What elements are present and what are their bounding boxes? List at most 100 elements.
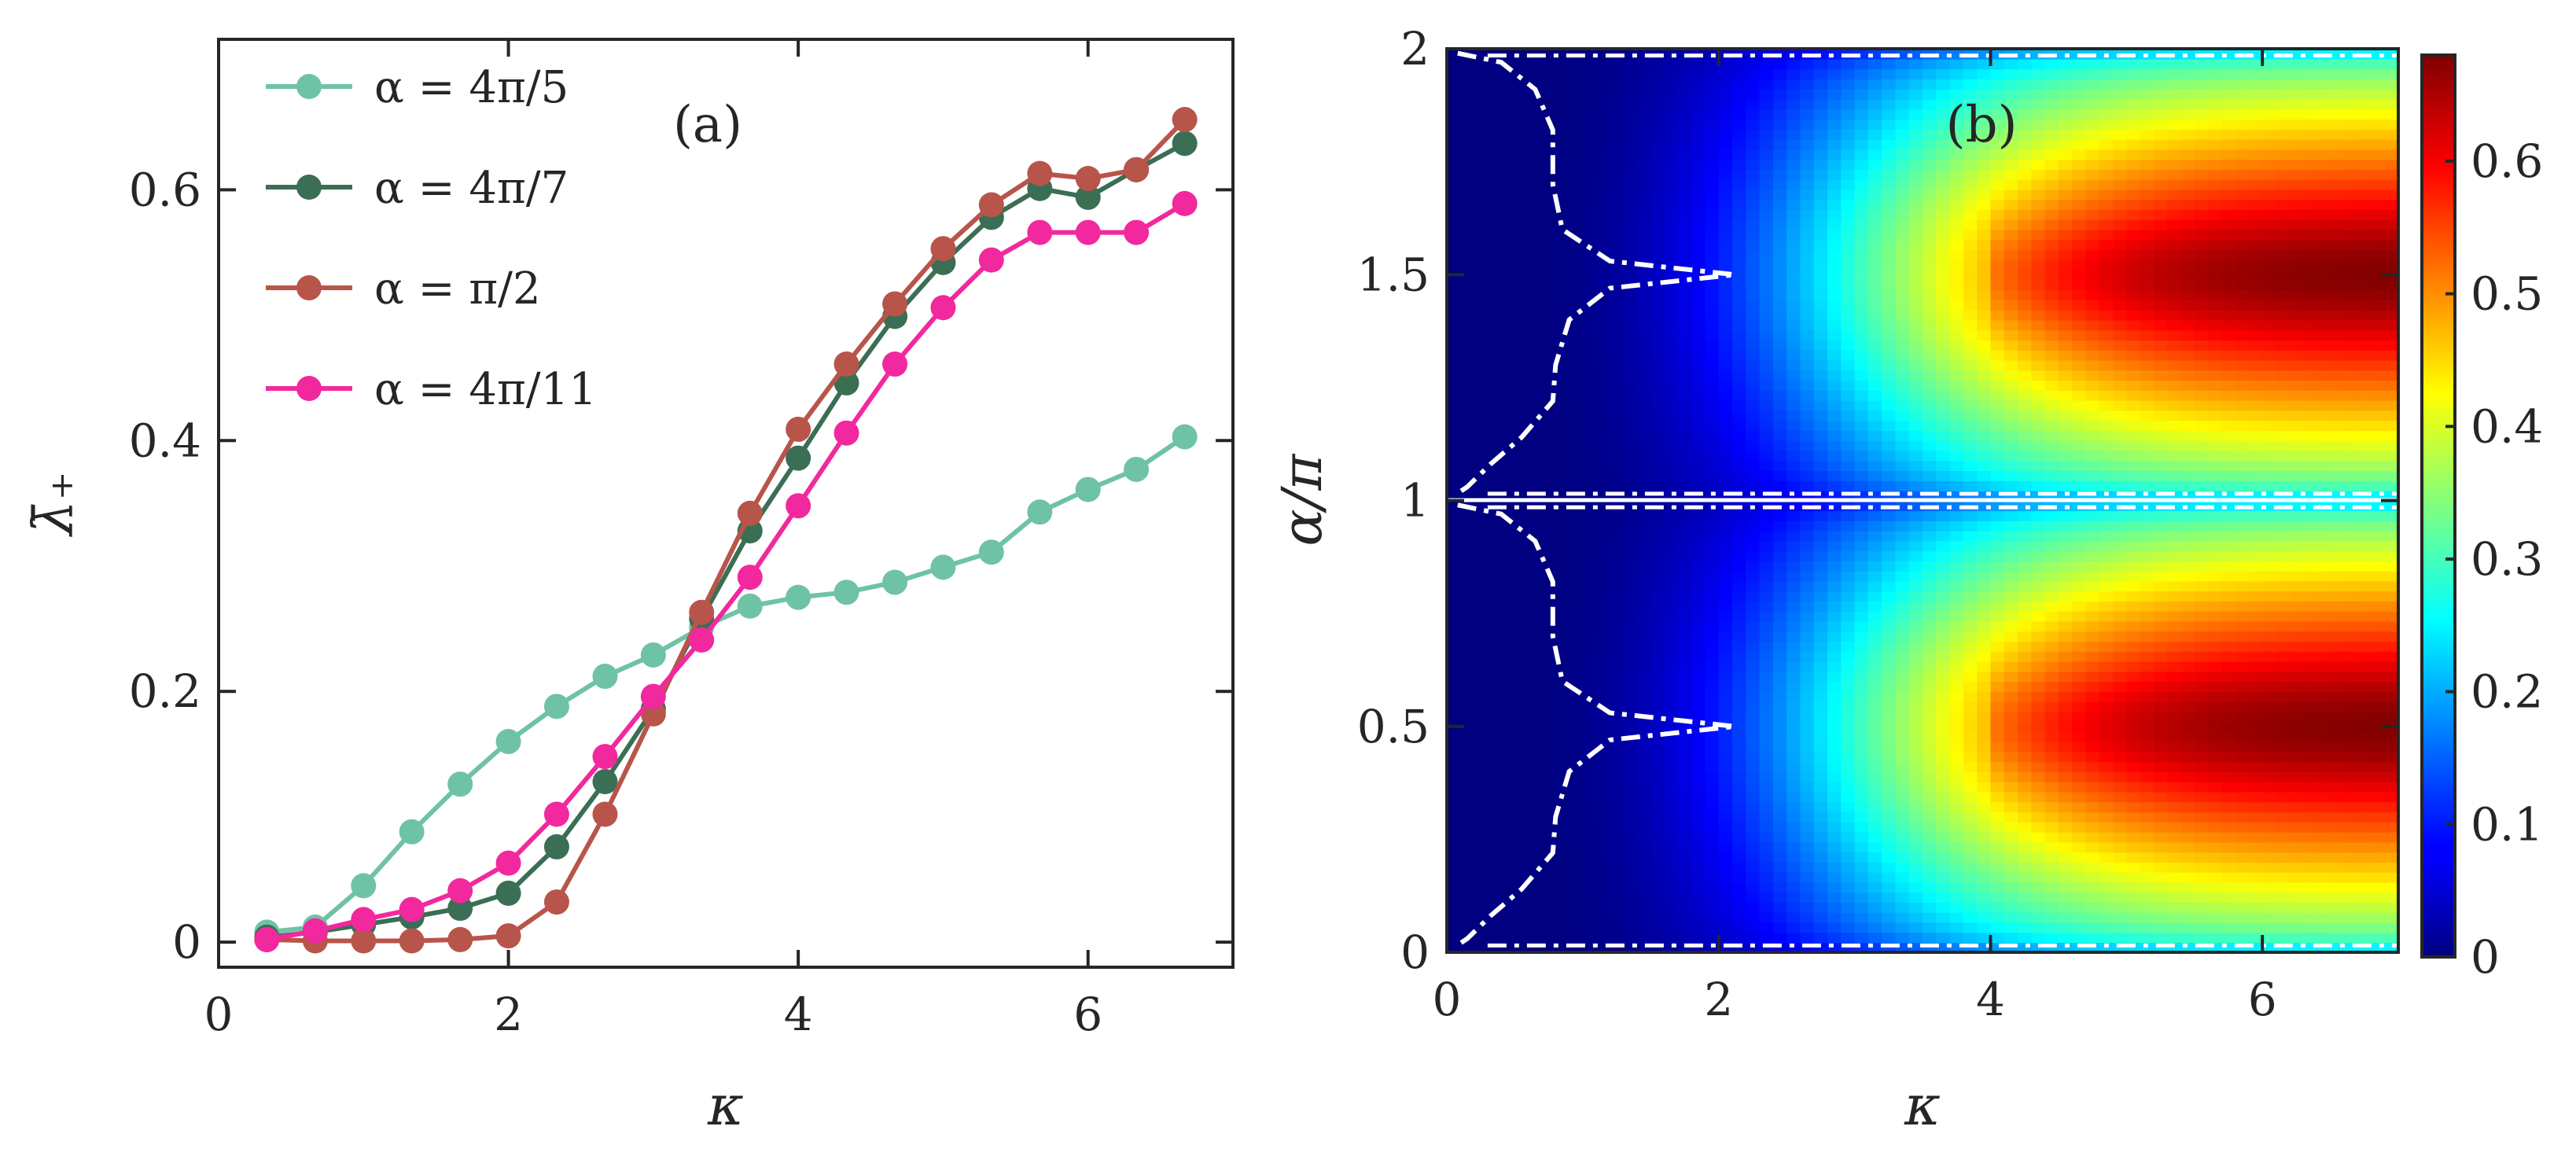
- heatmap-cell: [1705, 370, 1720, 381]
- heatmap-cell: [1923, 179, 1938, 190]
- heatmap-cell: [1841, 711, 1856, 723]
- heatmap-cell: [1542, 259, 1557, 271]
- heatmap-cell: [1677, 390, 1692, 401]
- heatmap-cell: [1460, 711, 1475, 723]
- heatmap-cell: [1882, 771, 1897, 782]
- heatmap-cell: [1664, 822, 1679, 833]
- heatmap-cell: [1705, 229, 1720, 241]
- heatmap-cell: [1827, 229, 1842, 241]
- heatmap-cell: [1528, 791, 1543, 803]
- heatmap-cell: [1474, 370, 1489, 381]
- heatmap-cell: [1447, 219, 1462, 230]
- heatmap-cell: [1882, 189, 1897, 201]
- heatmap-cell: [1882, 79, 1897, 90]
- heatmap-cell: [1949, 521, 1964, 532]
- heatmap-cell: [1460, 460, 1475, 471]
- heatmap-cell: [2058, 229, 2073, 241]
- heatmap-cell: [1718, 701, 1733, 712]
- heatmap-cell: [2072, 380, 2087, 391]
- heatmap-cell: [1990, 731, 2005, 742]
- heatmap-cell: [1474, 410, 1489, 421]
- heatmap-cell: [1908, 329, 1923, 341]
- heatmap-cell: [2058, 79, 2073, 90]
- heatmap-cell: [1732, 119, 1747, 130]
- heatmap-cell: [1514, 209, 1529, 220]
- heatmap-cell: [2072, 561, 2087, 572]
- heatmap-cell: [2099, 58, 2114, 70]
- heatmap-cell: [1514, 350, 1529, 361]
- heatmap-cell: [1895, 440, 1910, 451]
- heatmap-cell: [2085, 701, 2100, 712]
- heatmap-cell: [2153, 751, 2168, 763]
- data-point: [447, 878, 473, 904]
- heatmap-cell: [1596, 911, 1611, 923]
- heatmap-cell: [1882, 530, 1897, 542]
- heatmap-cell: [1637, 540, 1652, 552]
- heatmap-cell: [1691, 681, 1706, 692]
- heatmap-cell: [1582, 480, 1597, 491]
- heatmap-cell: [1705, 812, 1720, 823]
- heatmap-cell: [2153, 701, 2168, 712]
- heatmap-cell: [1990, 340, 2005, 351]
- heatmap-cell: [1514, 380, 1529, 391]
- heatmap-cell: [1487, 852, 1502, 863]
- heatmap-cell: [1787, 791, 1801, 803]
- heatmap-cell: [2085, 480, 2100, 491]
- heatmap-cell: [2018, 892, 2033, 903]
- heatmap-cell: [1895, 862, 1910, 873]
- heatmap-cell: [1868, 159, 1882, 170]
- heatmap-cell: [1732, 892, 1747, 903]
- heatmap-cell: [1623, 350, 1638, 361]
- heatmap-cell: [1787, 410, 1801, 421]
- heatmap-cell: [1610, 561, 1625, 572]
- heatmap-cell: [1813, 761, 1828, 772]
- heatmap-cell: [1569, 209, 1584, 220]
- heatmap-cell: [2004, 651, 2018, 662]
- heatmap-cell: [1854, 862, 1869, 873]
- heatmap-cell: [1514, 631, 1529, 642]
- heatmap-cell: [2072, 510, 2087, 521]
- heatmap-cell: [1447, 791, 1462, 803]
- heatmap-cell: [1977, 911, 1992, 923]
- heatmap-cell: [1664, 701, 1679, 712]
- heatmap-cell: [2004, 922, 2018, 933]
- data-point: [592, 769, 618, 794]
- heatmap-cell: [1705, 109, 1720, 120]
- heatmap-cell: [1908, 892, 1923, 903]
- heatmap-cell: [1759, 89, 1774, 100]
- heatmap-cell: [2126, 852, 2141, 863]
- heatmap-cell: [1610, 450, 1625, 462]
- heatmap-cell: [1528, 641, 1543, 652]
- heatmap-cell: [1718, 651, 1733, 662]
- heatmap-cell: [1582, 259, 1597, 271]
- heatmap-cell: [2099, 229, 2114, 241]
- heatmap-cell: [1936, 149, 1951, 160]
- heatmap-cell: [1555, 289, 1570, 300]
- heatmap-cell: [1569, 259, 1584, 271]
- heatmap-cell: [2140, 460, 2155, 471]
- heatmap-cell: [2153, 580, 2168, 592]
- heatmap-cell: [1787, 822, 1801, 833]
- heatmap-cell: [1637, 249, 1652, 260]
- heatmap-cell: [2167, 911, 2182, 923]
- heatmap-cell: [1787, 219, 1801, 230]
- heatmap-cell: [1514, 169, 1529, 180]
- heatmap-cell: [1908, 741, 1923, 753]
- heatmap-cell: [1528, 881, 1543, 893]
- heatmap-cell: [1650, 651, 1665, 662]
- heatmap-cell: [1637, 380, 1652, 391]
- heatmap-cell: [1718, 561, 1733, 572]
- heatmap-cell: [1596, 530, 1611, 542]
- heatmap-cell: [1718, 279, 1733, 291]
- heatmap-cell: [2113, 781, 2128, 793]
- heatmap-cell: [1895, 359, 1910, 371]
- heatmap-cell: [1977, 229, 1992, 241]
- heatmap-cell: [1691, 189, 1706, 201]
- heatmap-cell: [1677, 822, 1692, 833]
- heatmap-cell: [1963, 651, 1978, 662]
- heatmap-cell: [1474, 580, 1489, 592]
- heatmap-cell: [1990, 781, 2005, 793]
- heatmap-cell: [1908, 550, 1923, 561]
- heatmap-cell: [1664, 751, 1679, 763]
- heatmap-cell: [1882, 902, 1897, 913]
